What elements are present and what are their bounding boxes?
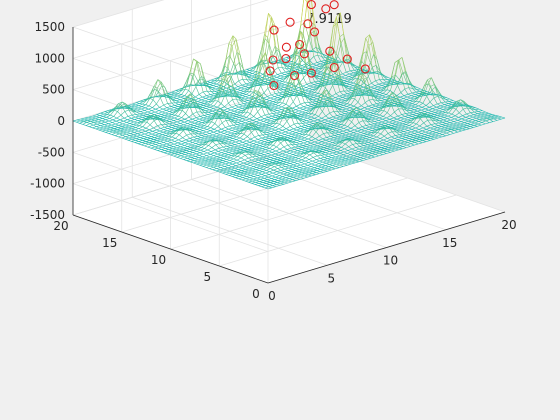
axis-lines <box>72 27 506 284</box>
optimum-marker <box>295 39 305 50</box>
z-tick-label: 1500 <box>34 20 65 34</box>
optimum-marker <box>306 68 316 78</box>
optimum-marker <box>268 55 278 65</box>
tick-labels: 0510152005101520-1500-1000-5000500100015… <box>30 20 517 303</box>
optimum-marker <box>325 46 335 56</box>
optimum-marker <box>360 64 370 74</box>
optimum-marker <box>281 54 291 64</box>
x-tick-label: 15 <box>442 236 457 250</box>
z-tick-label: -500 <box>38 145 65 159</box>
z-tick-label: 500 <box>42 83 65 97</box>
optimum-marker <box>285 17 295 27</box>
optimum-markers <box>265 0 370 91</box>
optimum-marker <box>299 49 309 59</box>
y-tick-label: 5 <box>203 270 211 284</box>
optimum-marker <box>321 4 331 14</box>
optimum-marker <box>306 0 316 10</box>
optimum-marker <box>269 80 279 91</box>
grid-lines <box>72 0 506 284</box>
y-tick-label: 15 <box>102 236 117 250</box>
z-tick-label: -1500 <box>30 208 65 222</box>
z-tick-label: 1000 <box>34 51 65 65</box>
z-tick-label: -1000 <box>30 177 65 191</box>
y-tick-label: 10 <box>151 253 166 267</box>
z-tick-label: 0 <box>57 114 65 128</box>
x-tick-label: 20 <box>501 218 516 232</box>
x-tick-label: 0 <box>268 289 276 303</box>
surface-mesh <box>72 0 506 190</box>
optimum-marker <box>342 54 352 64</box>
x-tick-label: 10 <box>383 254 398 268</box>
optimum-marker <box>329 62 339 73</box>
optimum-marker <box>303 19 313 29</box>
optimum-marker <box>269 25 279 35</box>
optimum-marker <box>329 0 339 10</box>
y-tick-label: 20 <box>53 219 68 233</box>
optimum-marker <box>309 27 320 37</box>
x-tick-label: 5 <box>327 271 335 285</box>
y-tick-label: 0 <box>252 287 260 301</box>
optimum-marker <box>281 42 291 52</box>
optimum-marker <box>290 70 300 81</box>
optimum-marker <box>265 66 275 76</box>
